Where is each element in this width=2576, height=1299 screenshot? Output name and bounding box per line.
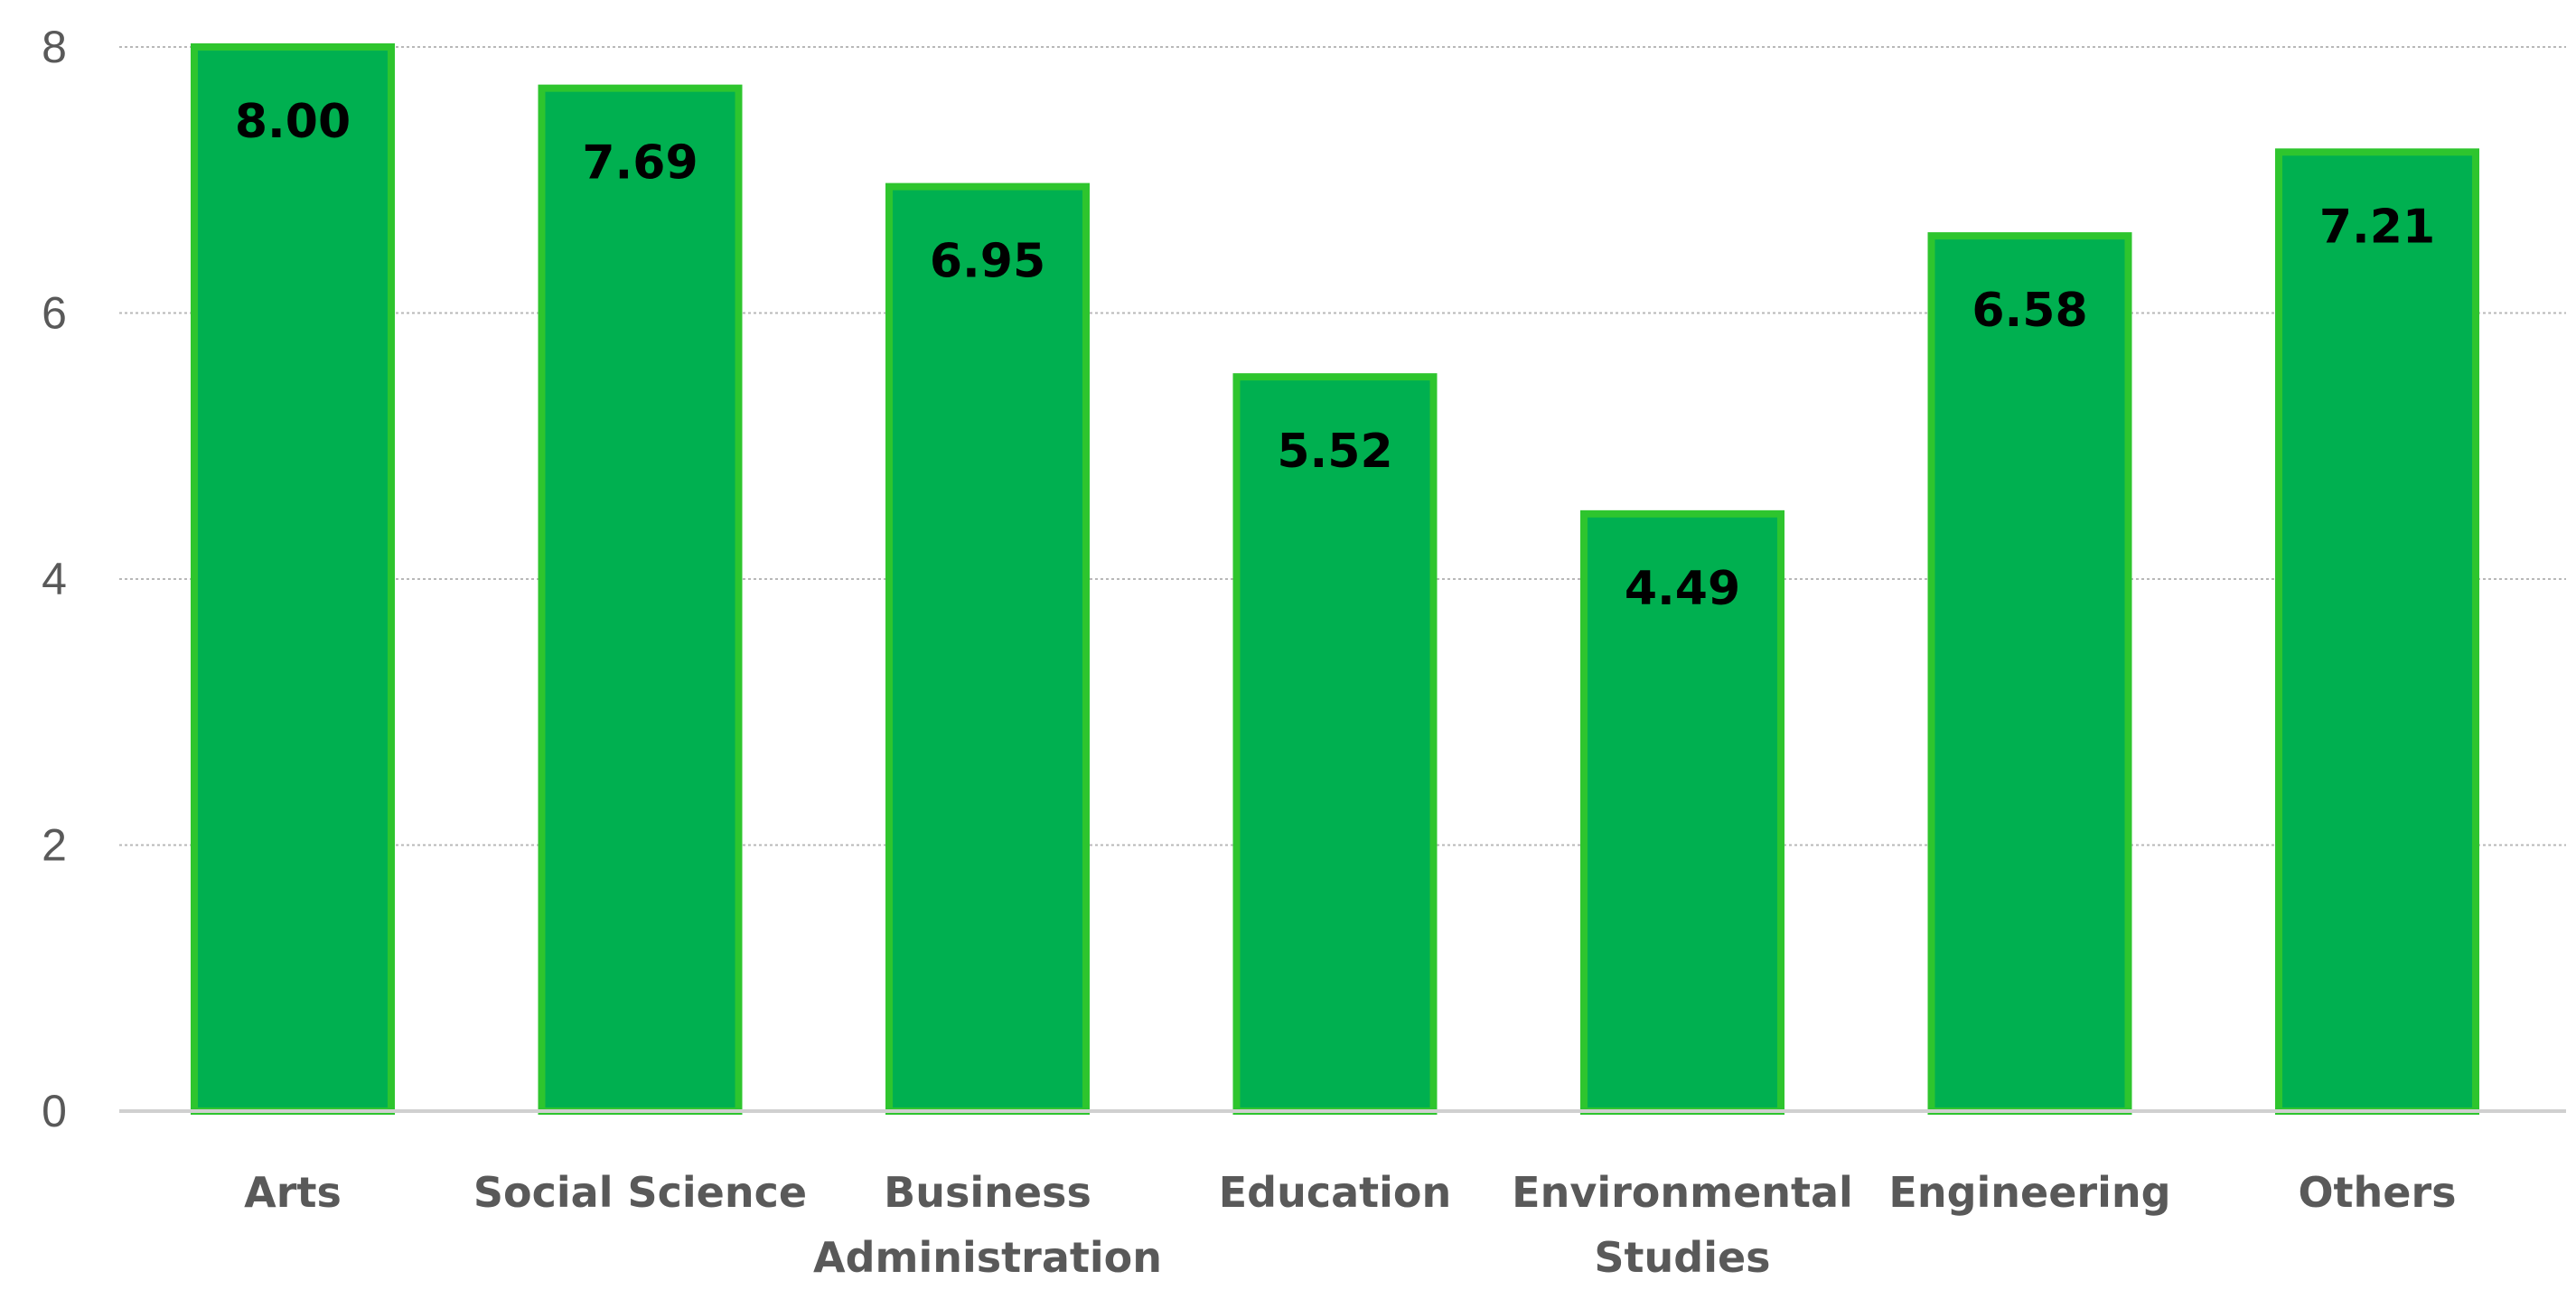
data-label: 8.00 — [235, 95, 351, 149]
bars — [191, 43, 2479, 1116]
data-label: 4.49 — [1625, 562, 1740, 616]
y-axis-ticks: 0 2 4 6 8 — [42, 22, 67, 1136]
x-tick-label: Business Administration — [813, 1168, 1162, 1282]
x-tick-label-line: Social Science — [473, 1168, 807, 1217]
bar — [191, 43, 395, 1115]
bar — [1580, 509, 1784, 1115]
data-label: 7.21 — [2319, 200, 2435, 254]
x-tick-label-line: Engineering — [1888, 1168, 2170, 1217]
bar — [885, 182, 1090, 1116]
gridlines — [119, 46, 2566, 846]
data-label: 7.69 — [582, 136, 698, 191]
y-tick-label: 2 — [42, 820, 67, 871]
x-tick-label-line: Administration — [813, 1233, 1162, 1282]
x-tick-label-line: Education — [1219, 1168, 1452, 1217]
bar — [1927, 232, 2132, 1116]
data-labels: 8.00 7.69 6.95 5.52 4.49 6.58 7.21 — [235, 95, 2435, 616]
y-tick-label: 4 — [42, 554, 67, 604]
x-tick-label-line: Others — [2298, 1168, 2456, 1217]
data-label: 5.52 — [1277, 425, 1392, 479]
x-tick-label-line: Studies — [1594, 1233, 1770, 1282]
bar — [538, 84, 743, 1116]
x-tick-label-line: Arts — [244, 1168, 342, 1217]
x-tick-label: Arts — [244, 1168, 342, 1217]
x-tick-label: Education — [1219, 1168, 1452, 1217]
y-tick-label: 6 — [42, 288, 67, 339]
y-tick-label: 8 — [42, 22, 67, 72]
y-tick-label: 0 — [42, 1086, 67, 1136]
x-tick-label: Social Science — [473, 1168, 807, 1217]
data-label: 6.95 — [930, 235, 1045, 289]
x-tick-label: Others — [2298, 1168, 2456, 1217]
x-tick-label-line: Environmental — [1512, 1168, 1853, 1217]
x-tick-label: Engineering — [1888, 1168, 2170, 1217]
bar — [1232, 373, 1438, 1115]
data-label: 6.58 — [1972, 284, 2087, 338]
x-axis-ticks: Arts Social Science Business Administration… — [244, 1168, 2456, 1282]
x-tick-label: Environmental Studies — [1512, 1168, 1853, 1282]
bar — [2275, 148, 2479, 1115]
x-tick-label-line: Business — [884, 1168, 1091, 1217]
